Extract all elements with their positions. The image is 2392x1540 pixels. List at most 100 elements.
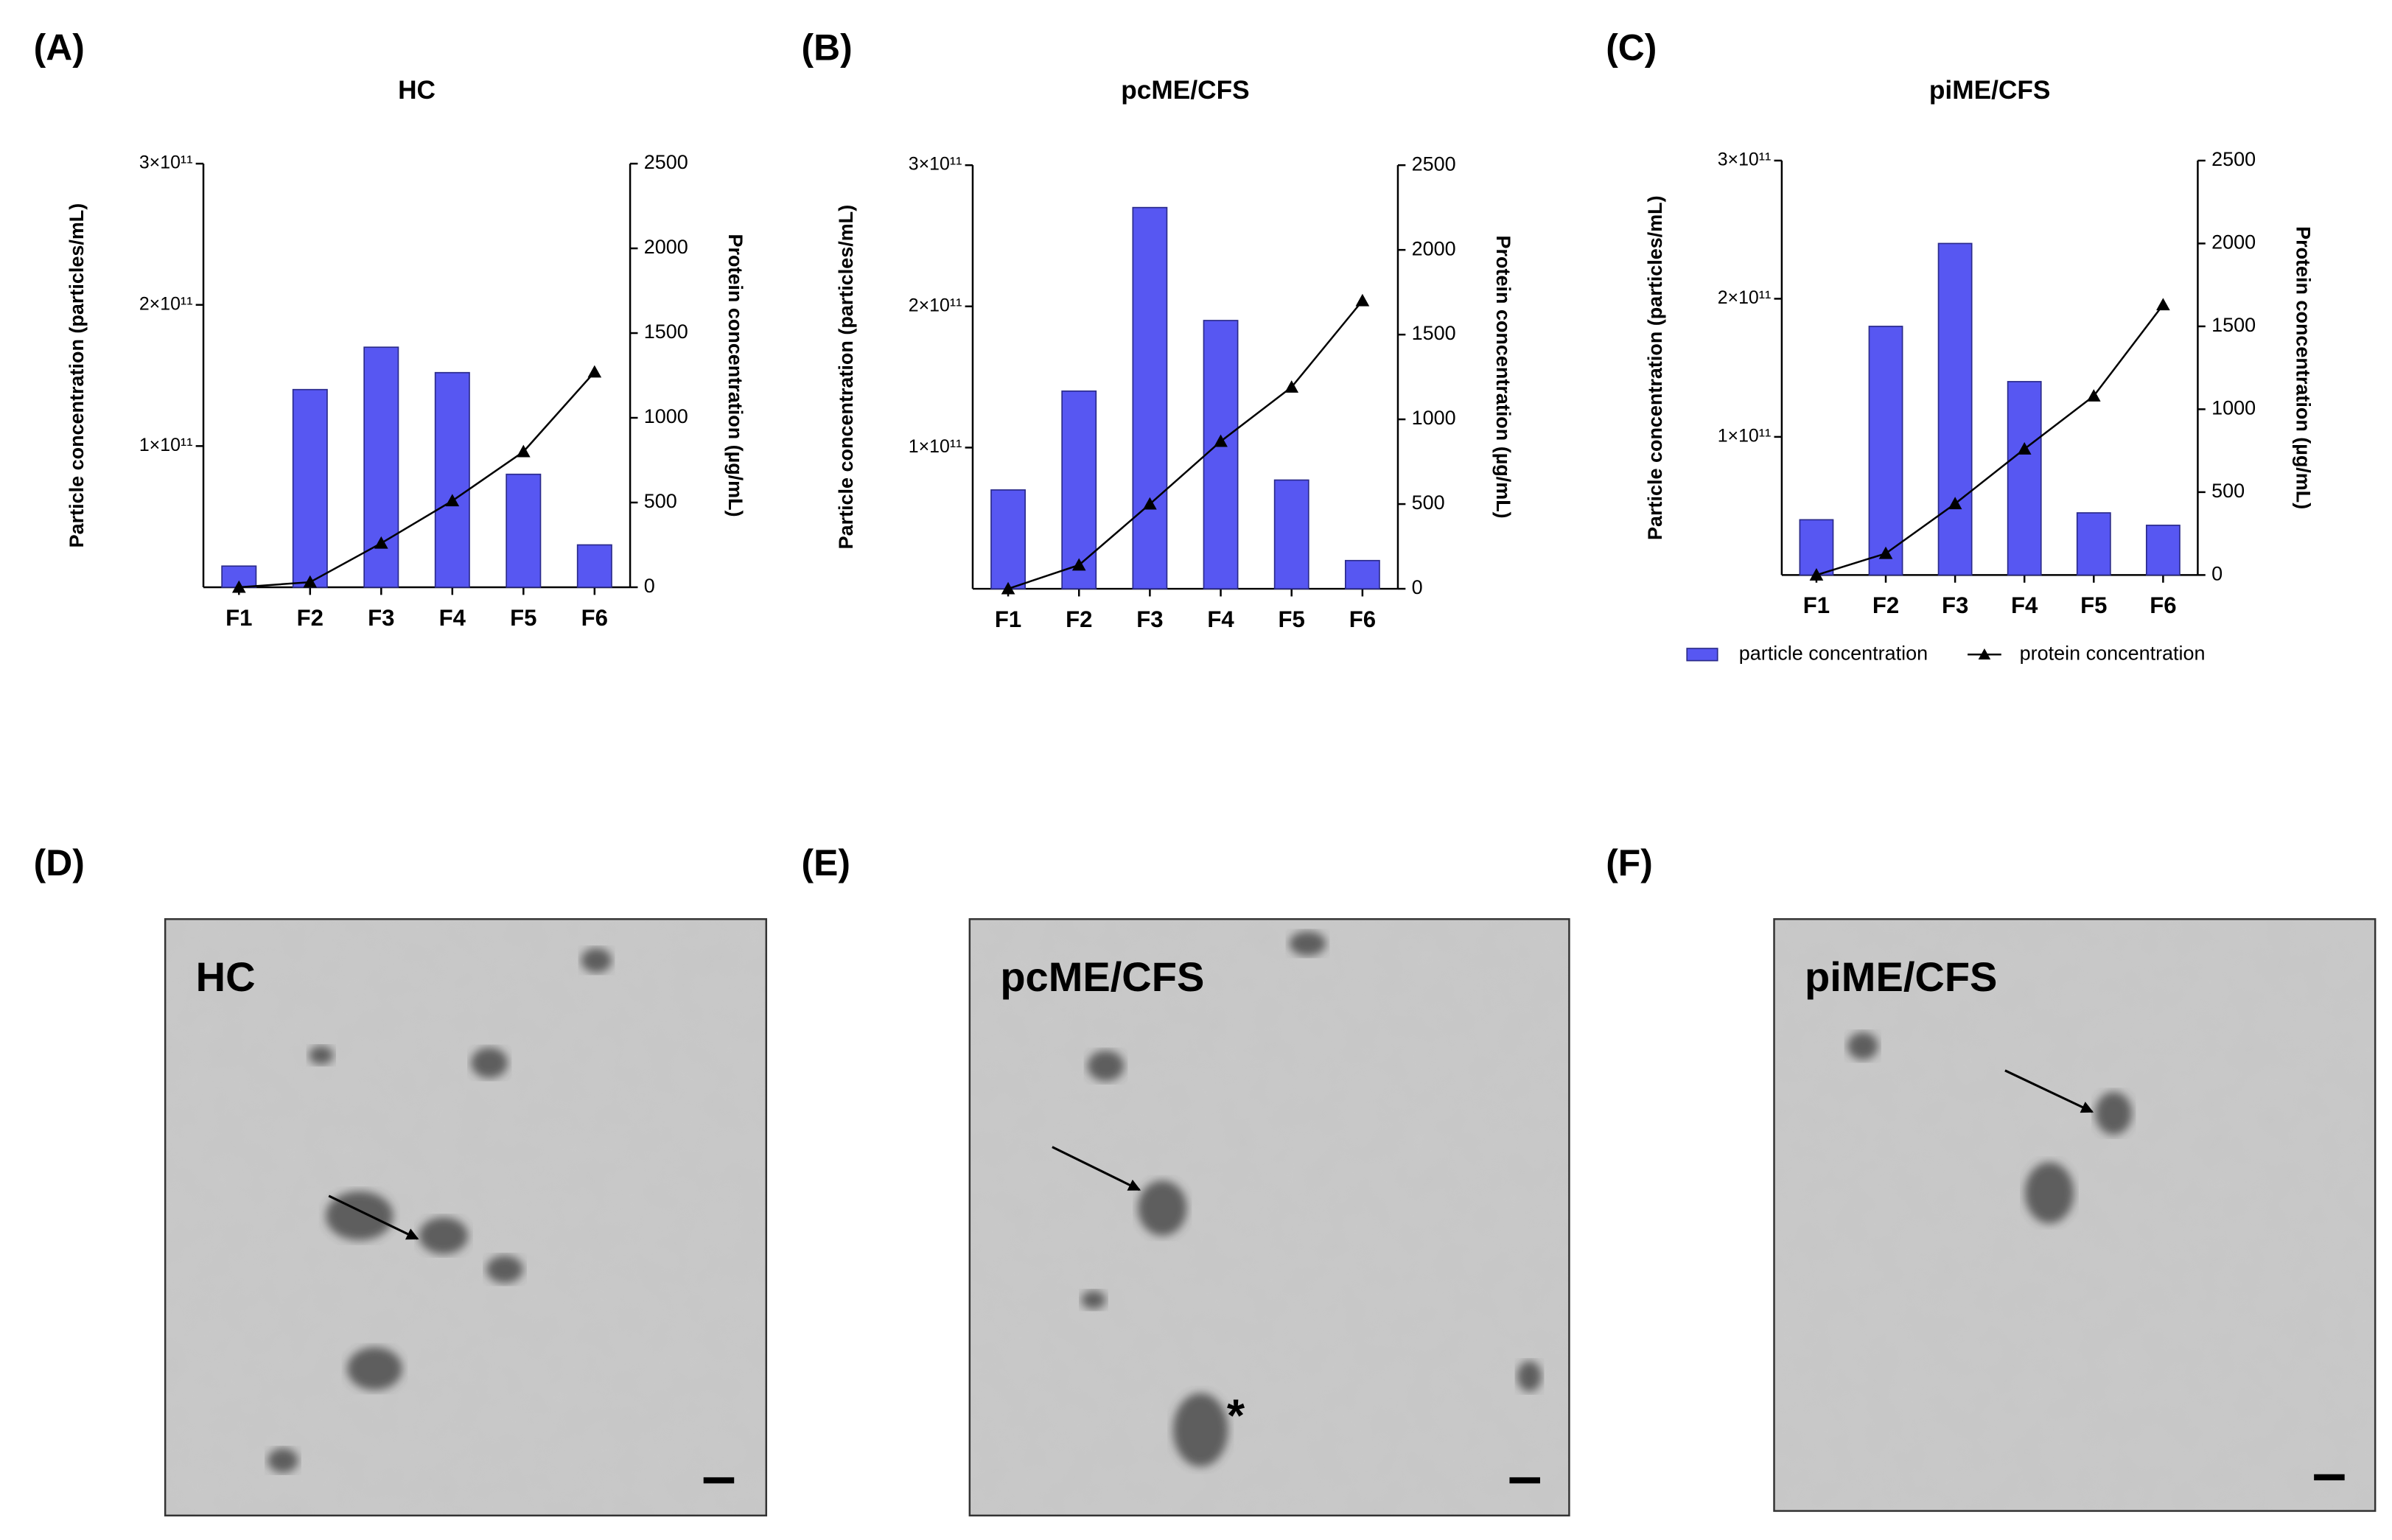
y2-tick-label: 1000 [1412,407,1456,429]
y2-tick-label: 500 [2211,480,2245,502]
y2-tick-label: 2500 [1412,153,1456,175]
micrograph-label: HC [196,953,256,1000]
y2-tick-label: 2000 [1412,237,1456,259]
x-tick-label: F3 [368,605,394,631]
y2-axis-label: Protein concentration (µg/mL) [2292,226,2314,509]
x-tick-label: F5 [2080,592,2107,618]
line-marker [587,365,602,378]
line-marker [1878,546,1893,559]
particle [267,1448,298,1473]
line-marker [516,444,531,458]
chart-title: piME/CFS [1929,76,2051,105]
micrograph-panel: (D) HC [34,842,768,1517]
bar [292,388,328,588]
x-tick-label: F3 [1136,606,1163,632]
y2-tick-label: 2500 [644,151,688,173]
y2-tick-label: 500 [1412,491,1445,514]
x-tick-label: F1 [995,606,1021,632]
line-marker [1948,497,1962,510]
y2-tick-label: 2500 [2211,148,2256,170]
x-tick-label: F6 [2150,592,2176,618]
x-tick-label: F2 [1872,592,1899,618]
y2-tick-label: 1500 [2211,314,2256,336]
y2-tick-label: 0 [1412,576,1423,598]
panel-label: (A) [34,27,85,69]
line-marker [1214,434,1228,447]
particle [1517,1361,1542,1392]
bar [2007,381,2042,576]
line-marker [2156,298,2170,311]
line-marker [374,536,388,549]
particle [347,1347,402,1390]
chart-title: HC [398,76,436,105]
y2-axis-label: Protein concentration (µg/mL) [1492,236,1514,519]
bar [1799,519,1834,576]
line-marker [1143,497,1157,510]
y2-tick-label: 1500 [1412,322,1456,344]
micrograph-frame [164,918,768,1517]
particle [1087,1050,1125,1082]
micrograph-panel: (F) piME/CFS [1606,842,2377,1512]
scale-bar [1509,1477,1540,1484]
bar [990,489,1026,589]
particle [1172,1393,1228,1467]
y-axis-label: Particle concentration (particles/mL) [1644,195,1666,540]
bar [434,371,470,588]
line-marker [1355,293,1370,307]
x-tick-label: F4 [439,605,466,631]
chart-panel: (C) piME/CFS 1×10¹¹ 2×10¹¹ 3×10¹¹ 0 500 1000 150… [1606,27,2314,665]
bar [506,473,542,588]
particle [1289,931,1326,956]
arrow [328,1194,419,1240]
legend-swatch [1686,648,1718,662]
x-tick-label: F1 [1803,592,1830,618]
y2-tick-label: 2000 [644,236,688,258]
y2-tick-label: 2000 [2211,231,2256,253]
y2-tick-label: 1500 [644,321,688,343]
x-tick-label: F6 [581,605,608,631]
particle [1138,1180,1187,1236]
micrograph-texture [165,919,766,1516]
particle [581,948,612,973]
bar [576,544,612,588]
bar [2076,512,2111,576]
legend-swatch-marker [1978,648,1991,659]
line [1007,300,1363,590]
panel-label: (F) [1606,842,1653,883]
bar [1132,206,1168,589]
line-marker [231,580,246,593]
y2-axis-label: Protein concentration (µg/mL) [724,234,746,517]
chart-panel: (B) pcME/CFS 1×10¹¹ 2×10¹¹ 3×10¹¹ 0 500 1000 150… [802,27,1514,632]
line-marker [303,575,318,588]
panel-label: (E) [802,842,850,883]
micrograph-texture [1774,919,2376,1511]
x-tick-label: F3 [1942,592,1968,618]
x-tick-label: F4 [2011,592,2038,618]
y-tick-label: 2×10¹¹ [909,295,962,315]
y-tick-label: 3×10¹¹ [909,154,962,175]
panel-label: (D) [34,842,85,883]
micrograph-panel: (E) pcME/CFS * [802,842,1570,1517]
line-marker [1284,380,1299,393]
y-tick-label: 3×10¹¹ [139,153,193,173]
y-axis-label: Particle concentration (particles/mL) [835,205,857,550]
y2-tick-label: 1000 [644,405,688,427]
bar [2145,525,2181,576]
panel-label: (C) [1606,27,1657,69]
particle [1847,1032,1878,1060]
chart-panel: (A) HC 1×10¹¹ 2×10¹¹ 3×10¹¹ 0 500 1000 1500 2000 2… [34,27,746,631]
y2-tick-label: 1000 [2211,397,2256,419]
y-tick-label: 2×10¹¹ [139,293,193,314]
bar [1273,479,1309,589]
x-tick-label: F5 [510,605,536,631]
micrograph-frame [968,918,1570,1517]
chart-title: pcME/CFS [1121,76,1249,105]
line-marker [1001,581,1015,595]
particle [1081,1290,1106,1309]
micrograph-frame [1773,918,2377,1512]
micrograph-label: pcME/CFS [1000,953,1204,1000]
particle [486,1255,523,1284]
bar [363,346,399,588]
y-tick-label: 1×10¹¹ [909,436,962,457]
